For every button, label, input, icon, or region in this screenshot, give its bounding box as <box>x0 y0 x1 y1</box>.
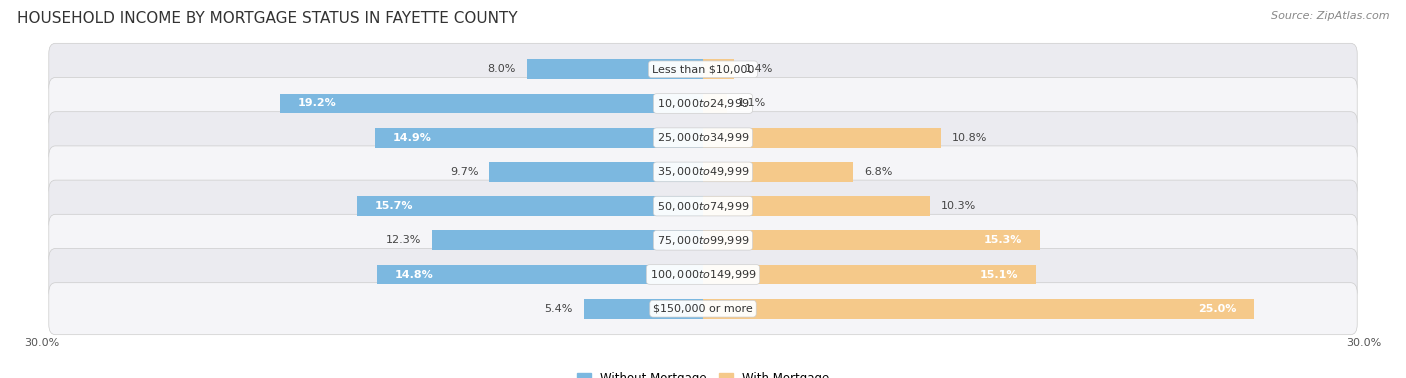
Text: $35,000 to $49,999: $35,000 to $49,999 <box>657 166 749 178</box>
Text: 25.0%: 25.0% <box>1198 304 1236 314</box>
Text: 1.1%: 1.1% <box>738 99 766 108</box>
Bar <box>375 128 703 148</box>
Text: 9.7%: 9.7% <box>450 167 478 177</box>
Text: $25,000 to $34,999: $25,000 to $34,999 <box>657 131 749 144</box>
Bar <box>432 230 703 250</box>
Bar <box>703 94 727 113</box>
Bar <box>583 299 703 319</box>
Text: 12.3%: 12.3% <box>385 235 420 245</box>
Bar <box>527 59 703 79</box>
Text: HOUSEHOLD INCOME BY MORTGAGE STATUS IN FAYETTE COUNTY: HOUSEHOLD INCOME BY MORTGAGE STATUS IN F… <box>17 11 517 26</box>
Text: $50,000 to $74,999: $50,000 to $74,999 <box>657 200 749 212</box>
Bar <box>357 196 703 216</box>
FancyBboxPatch shape <box>49 77 1357 130</box>
Text: Less than $10,000: Less than $10,000 <box>652 64 754 74</box>
Bar <box>489 162 703 182</box>
FancyBboxPatch shape <box>49 283 1357 335</box>
Bar <box>703 128 941 148</box>
Text: 14.8%: 14.8% <box>395 270 433 279</box>
Text: 15.1%: 15.1% <box>980 270 1018 279</box>
Bar <box>703 230 1040 250</box>
Bar <box>703 265 1036 284</box>
Bar <box>703 162 853 182</box>
Bar <box>703 299 1254 319</box>
Legend: Without Mortgage, With Mortgage: Without Mortgage, With Mortgage <box>572 367 834 378</box>
Bar <box>703 196 929 216</box>
Text: 8.0%: 8.0% <box>488 64 516 74</box>
Bar <box>703 59 734 79</box>
Text: 1.4%: 1.4% <box>745 64 773 74</box>
Text: 19.2%: 19.2% <box>298 99 336 108</box>
FancyBboxPatch shape <box>49 43 1357 95</box>
Text: 15.3%: 15.3% <box>984 235 1022 245</box>
Text: 5.4%: 5.4% <box>544 304 574 314</box>
Text: $10,000 to $24,999: $10,000 to $24,999 <box>657 97 749 110</box>
Text: 10.8%: 10.8% <box>952 133 987 143</box>
FancyBboxPatch shape <box>49 146 1357 198</box>
Text: Source: ZipAtlas.com: Source: ZipAtlas.com <box>1271 11 1389 21</box>
Text: $100,000 to $149,999: $100,000 to $149,999 <box>650 268 756 281</box>
Text: 6.8%: 6.8% <box>863 167 893 177</box>
Bar <box>377 265 703 284</box>
Bar <box>280 94 703 113</box>
FancyBboxPatch shape <box>49 112 1357 164</box>
Text: 15.7%: 15.7% <box>375 201 413 211</box>
FancyBboxPatch shape <box>49 214 1357 266</box>
Text: 14.9%: 14.9% <box>392 133 432 143</box>
Text: 10.3%: 10.3% <box>941 201 976 211</box>
Text: $150,000 or more: $150,000 or more <box>654 304 752 314</box>
FancyBboxPatch shape <box>49 248 1357 301</box>
Text: $75,000 to $99,999: $75,000 to $99,999 <box>657 234 749 247</box>
FancyBboxPatch shape <box>49 180 1357 232</box>
